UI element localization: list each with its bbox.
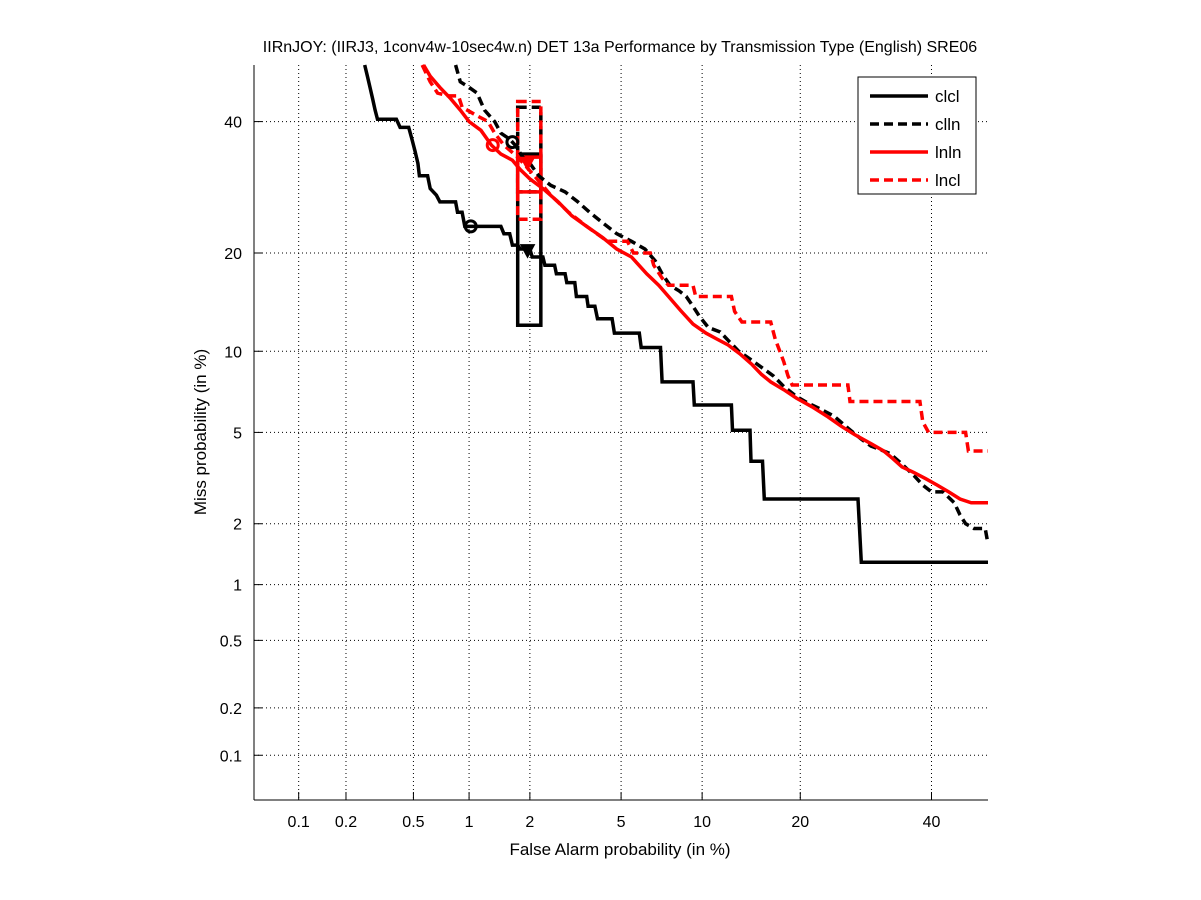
x-axis-label: False Alarm probability (in %) <box>509 840 730 859</box>
legend: clcl clln lnln lncl <box>857 76 977 195</box>
y-tick-label: 1 <box>233 578 242 595</box>
y-axis-label: Miss probability (in %) <box>191 349 210 515</box>
marker-triangle-clcl <box>519 244 536 259</box>
x-tick-label: 0.1 <box>288 814 310 831</box>
x-tick-label: 0.5 <box>402 814 424 831</box>
operating-point-markers <box>463 135 536 259</box>
marker-circle-clcl <box>463 219 478 234</box>
curve-lncl <box>420 64 988 453</box>
marker-triangle-lnln <box>519 156 536 172</box>
x-tick-label: 5 <box>617 814 626 831</box>
y-tick-label: 0.1 <box>220 748 242 765</box>
y-tick-label: 10 <box>224 344 242 361</box>
grid-lines <box>254 65 988 800</box>
y-tick-label: 0.5 <box>220 633 242 650</box>
legend-label-lncl: lncl <box>935 171 961 190</box>
legend-label-clln: clln <box>935 115 961 134</box>
y-tick-label: 0.2 <box>220 701 242 718</box>
axis-ticks <box>254 121 932 800</box>
x-tick-label: 2 <box>525 814 534 831</box>
curve-lnln <box>422 64 988 505</box>
y-tick-label: 20 <box>224 246 242 263</box>
confidence-boxes <box>515 99 543 327</box>
y-tick-label: 40 <box>224 115 242 132</box>
y-tick-label: 5 <box>233 425 242 442</box>
curve-clcl <box>362 64 988 565</box>
x-tick-label: 1 <box>465 814 474 831</box>
legend-label-clcl: clcl <box>935 87 960 106</box>
x-tick-label: 0.2 <box>335 814 357 831</box>
x-tick-label: 10 <box>693 814 711 831</box>
chart-title: IIRnJOY: (IIRJ3, 1conv4w-10sec4w.n) DET … <box>263 39 977 56</box>
confidence-box-clcl <box>515 152 543 327</box>
tick-labels: 0.1 0.2 0.5 1 2 5 10 20 40 0.1 0.2 0.5 1 2 5 10 20 40 <box>220 115 941 831</box>
legend-label-lnln: lnln <box>935 143 961 162</box>
x-tick-label: 40 <box>923 814 941 831</box>
x-tick-label: 20 <box>791 814 809 831</box>
y-tick-label: 2 <box>233 517 242 534</box>
marker-circle-lnln <box>485 138 500 153</box>
marker-circle-clln <box>505 135 520 150</box>
